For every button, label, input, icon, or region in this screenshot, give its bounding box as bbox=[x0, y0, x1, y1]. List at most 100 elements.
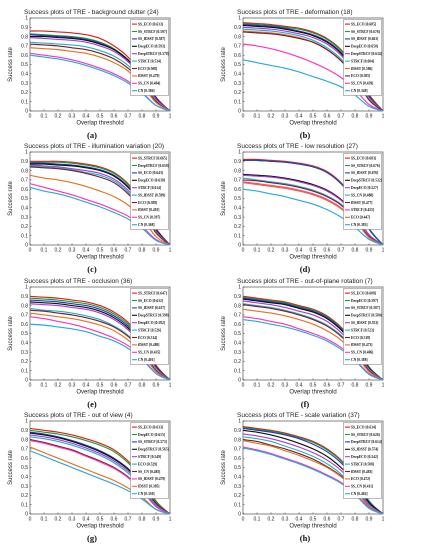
x-axis-label: Overlap threshold bbox=[76, 390, 123, 396]
x-tick-label: 0.9 bbox=[366, 114, 373, 120]
y-tick-label: 0.2 bbox=[234, 90, 241, 96]
legend-entry: DeepSTRCF [0.580] bbox=[351, 314, 382, 318]
y-axis-label: Success rate bbox=[221, 449, 227, 484]
series-line bbox=[29, 183, 171, 246]
x-tick-label: 0.5 bbox=[310, 383, 317, 389]
y-tick-label: 0.6 bbox=[234, 53, 241, 59]
x-tick-label: 0.9 bbox=[366, 248, 373, 254]
y-tick-label: 0 bbox=[25, 109, 28, 115]
legend-entry: SS_ECO [0.683] bbox=[351, 156, 376, 160]
legend-entry: CN [0.388] bbox=[351, 358, 368, 362]
legend-entry: DeepSTRCF [0.532] bbox=[351, 179, 382, 183]
y-tick-label: 0.6 bbox=[21, 322, 28, 328]
panel-caption: (f) bbox=[301, 399, 310, 409]
legend-entry: CN [0.348] bbox=[351, 89, 368, 93]
chart-panel-c: Success plots of TRE - illumination vari… bbox=[8, 143, 172, 274]
series-line bbox=[29, 54, 171, 112]
legend-entry: ECO [0.588] bbox=[138, 201, 157, 205]
x-tick-label: 0.5 bbox=[310, 517, 317, 523]
legend-entry: DeepSTRCF [0.634] bbox=[351, 52, 382, 56]
y-tick-label: 0.1 bbox=[234, 99, 241, 105]
legend-entry: STRCF [0.523] bbox=[351, 328, 374, 332]
x-tick-label: 0.6 bbox=[324, 248, 331, 254]
x-tick-label: 1 bbox=[382, 517, 385, 523]
legend-entry: SS_CN [0.411] bbox=[351, 485, 373, 489]
y-axis-label: Success rate bbox=[221, 315, 227, 350]
y-axis-label: Success rate bbox=[8, 46, 14, 81]
y-tick-label: 0.9 bbox=[234, 25, 241, 31]
legend-entry: DeepSTRCF [0.578] bbox=[138, 52, 169, 56]
x-axis-label: Overlap threshold bbox=[289, 121, 336, 127]
y-tick-label: 0.8 bbox=[21, 303, 28, 309]
legend-entry: CN [0.402] bbox=[351, 492, 368, 496]
x-tick-label: 0 bbox=[242, 517, 245, 523]
x-tick-label: 0 bbox=[29, 248, 32, 254]
y-tick-label: 0.2 bbox=[21, 359, 28, 365]
legend-entry: SS_CN [0.435] bbox=[138, 351, 160, 355]
legend-entry: SS_fDSST [0.587] bbox=[138, 37, 165, 41]
y-tick-label: 0.4 bbox=[21, 72, 28, 78]
x-tick-label: 0.4 bbox=[83, 114, 90, 120]
legend-entry: fDSST [0.480] bbox=[138, 343, 160, 347]
x-tick-label: 0.1 bbox=[41, 248, 48, 254]
y-tick-label: 0.7 bbox=[21, 313, 28, 319]
panel-caption: (c) bbox=[87, 264, 97, 274]
y-tick-label: 0 bbox=[25, 243, 28, 249]
y-tick-label: 0.5 bbox=[234, 196, 241, 202]
legend-entry: SS_CN [0.397] bbox=[138, 216, 160, 220]
y-tick-label: 0.3 bbox=[21, 81, 28, 87]
legend-entry: SS_CN [0.485] bbox=[138, 470, 160, 474]
x-tick-label: 0.7 bbox=[125, 248, 132, 254]
x-tick-label: 0.8 bbox=[139, 248, 146, 254]
x-tick-label: 0.2 bbox=[55, 383, 62, 389]
x-axis-label: Overlap threshold bbox=[289, 255, 336, 261]
y-tick-label: 0.7 bbox=[234, 178, 241, 184]
legend-entry: SS_fDSST [0.676] bbox=[351, 171, 378, 175]
series-line bbox=[29, 186, 171, 246]
x-tick-label: 0.1 bbox=[41, 517, 48, 523]
panel-caption: (g) bbox=[87, 533, 97, 543]
chart-title: Success plots of TRE - low resolution (2… bbox=[237, 143, 358, 150]
chart-panel-h: Success plots of TRE - scale variation (… bbox=[221, 412, 385, 543]
x-tick-label: 0.2 bbox=[55, 517, 62, 523]
legend-entry: SS_ECO [0.685] bbox=[351, 22, 376, 26]
x-tick-label: 0.2 bbox=[268, 383, 275, 389]
legend-entry: DeepECO [0.527] bbox=[351, 186, 378, 190]
legend-entry: SS_fDSST [0.617] bbox=[138, 306, 165, 310]
x-tick-label: 0.4 bbox=[83, 517, 90, 523]
chart-panel-e: Success plots of TRE - occlusion (36) 0 0.… bbox=[8, 278, 172, 409]
chart-title: Success plots of TRE - occlusion (36) bbox=[24, 278, 132, 285]
legend-entry: SS_fDSST [0.574] bbox=[351, 448, 378, 452]
y-tick-label: 0.2 bbox=[234, 224, 241, 230]
y-tick-label: 0.3 bbox=[234, 484, 241, 490]
y-tick-label: 0.5 bbox=[234, 331, 241, 337]
y-tick-label: 0.2 bbox=[21, 90, 28, 96]
legend-entry: SS_STRCF [0.597] bbox=[138, 30, 167, 34]
legend-entry: fDSST [0.491] bbox=[138, 208, 160, 212]
x-axis-label: Overlap threshold bbox=[76, 255, 123, 261]
x-tick-label: 0.2 bbox=[268, 248, 275, 254]
legend-entry: DeepECO [0.593] bbox=[138, 45, 165, 49]
y-tick-label: 0.5 bbox=[21, 331, 28, 337]
x-tick-label: 0.8 bbox=[139, 383, 146, 389]
legend-entry: ECO [0.529] bbox=[138, 462, 157, 466]
y-tick-label: 0 bbox=[25, 378, 28, 384]
x-tick-label: 0.6 bbox=[111, 517, 118, 523]
legend-entry: SS_ECO [0.633] bbox=[138, 22, 163, 26]
legend-entry: SS_STRCF [0.676] bbox=[351, 164, 380, 168]
x-tick-label: 0.3 bbox=[282, 517, 289, 523]
y-tick-label: 0.4 bbox=[234, 72, 241, 78]
legend-entry: STRCF [0.526] bbox=[138, 328, 161, 332]
x-tick-label: 0.4 bbox=[83, 383, 90, 389]
legend-entry: CN [0.386] bbox=[138, 89, 155, 93]
x-tick-label: 0.4 bbox=[296, 114, 303, 120]
chart-panel-b: Success plots of TRE - deformation (18) 0… bbox=[221, 9, 385, 140]
x-axis-label: Overlap threshold bbox=[289, 524, 336, 530]
chart-title: Success plots of TRE - deformation (18) bbox=[237, 9, 352, 16]
legend-entry: DeepSTRCF [0.658] bbox=[138, 164, 169, 168]
legend-entry: DeepSTRCF [0.598] bbox=[138, 314, 169, 318]
x-tick-label: 0.5 bbox=[310, 114, 317, 120]
y-tick-label: 0.1 bbox=[234, 502, 241, 508]
y-tick-label: 0.8 bbox=[234, 437, 241, 443]
y-tick-label: 1 bbox=[238, 419, 241, 425]
